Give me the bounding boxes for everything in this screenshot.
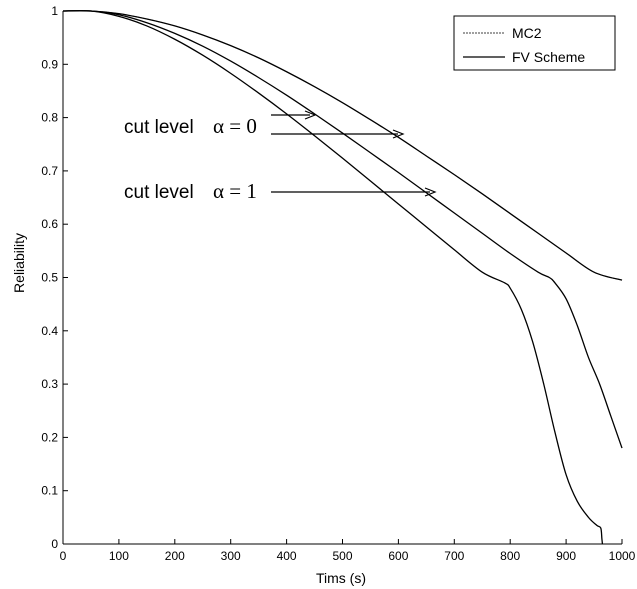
legend-label-fv: FV Scheme: [512, 49, 585, 65]
series-line-fv-scheme: [62, 10, 623, 281]
arrow-0-lower-head: [392, 129, 405, 139]
annotation-arrows: [271, 110, 437, 197]
x-axis-label: Tims (s): [316, 570, 366, 586]
y-tick-label: 0.7: [41, 164, 58, 178]
y-tick-label: 0.6: [41, 217, 58, 231]
y-tick-label: 0.9: [41, 57, 58, 71]
annotation-cut-level-0-math: α = 0: [213, 114, 257, 138]
x-tick-label: 500: [332, 549, 352, 563]
x-tick-label: 100: [109, 549, 129, 563]
y-tick-label: 0.5: [41, 271, 58, 285]
x-tick-label: 700: [444, 549, 464, 563]
annotation-cut-level-1-text: cut level: [124, 182, 194, 203]
y-axis-ticks: 0 0.1 0.2 0.3 0.4 0.5 0.6 0.7 0.8 0.9 1: [41, 4, 68, 551]
x-tick-label: 300: [221, 549, 241, 563]
y-tick-label: 0.3: [41, 377, 58, 391]
x-tick-label: 600: [388, 549, 408, 563]
y-axis-label: Reliability: [11, 233, 27, 293]
y-tick-label: 0.2: [41, 430, 58, 444]
x-tick-label: 0: [60, 549, 67, 563]
legend: MC2 FV Scheme: [453, 15, 616, 71]
x-tick-label: 1000: [609, 549, 636, 563]
annotation-cut-level-1: cut level α = 1: [124, 179, 257, 203]
legend-box: [453, 15, 616, 71]
curve-group: [62, 9, 623, 545]
series-line-cut-1: [62, 9, 604, 545]
y-tick-label: 1: [51, 4, 58, 18]
x-tick-label: 200: [165, 549, 185, 563]
x-tick-label: 800: [500, 549, 520, 563]
arrow-0-upper-head: [304, 110, 317, 120]
annotation-cut-level-0-text: cut level: [124, 117, 194, 138]
annotation-cut-level-0: cut level α = 0: [124, 114, 257, 138]
y-tick-label: 0.1: [41, 484, 58, 498]
legend-label-mc2: MC2: [512, 25, 542, 41]
y-tick-label: 0.8: [41, 111, 58, 125]
x-tick-label: 400: [277, 549, 297, 563]
x-axis-ticks: 0 100 200 300 400 500 600 700 800 900 1000: [60, 539, 636, 563]
series-line-cut-0-lower: [62, 10, 623, 449]
y-tick-label: 0: [51, 537, 58, 551]
y-tick-label: 0.4: [41, 324, 58, 338]
annotation-cut-level-1-math: α = 1: [213, 179, 257, 203]
arrow-1-head: [424, 187, 437, 197]
x-tick-label: 900: [556, 549, 576, 563]
